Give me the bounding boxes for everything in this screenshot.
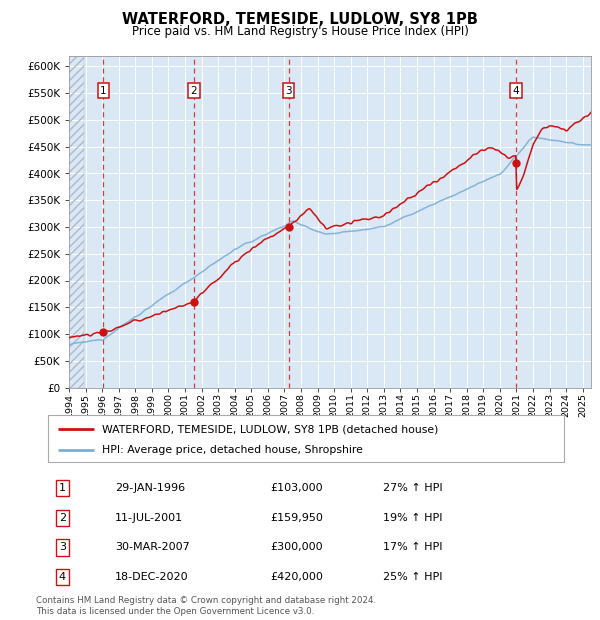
Text: 2: 2 [59, 513, 66, 523]
Text: £420,000: £420,000 [270, 572, 323, 582]
Text: HPI: Average price, detached house, Shropshire: HPI: Average price, detached house, Shro… [102, 445, 363, 455]
Text: 2: 2 [190, 86, 197, 95]
Text: 29-JAN-1996: 29-JAN-1996 [115, 483, 185, 493]
Text: WATERFORD, TEMESIDE, LUDLOW, SY8 1PB (detached house): WATERFORD, TEMESIDE, LUDLOW, SY8 1PB (de… [102, 424, 439, 435]
Text: £103,000: £103,000 [270, 483, 323, 493]
Text: 27% ↑ HPI: 27% ↑ HPI [383, 483, 443, 493]
Text: WATERFORD, TEMESIDE, LUDLOW, SY8 1PB: WATERFORD, TEMESIDE, LUDLOW, SY8 1PB [122, 12, 478, 27]
Text: 17% ↑ HPI: 17% ↑ HPI [383, 542, 443, 552]
Text: £159,950: £159,950 [270, 513, 323, 523]
Text: 1: 1 [59, 483, 66, 493]
Text: 25% ↑ HPI: 25% ↑ HPI [383, 572, 443, 582]
Text: 4: 4 [512, 86, 519, 95]
Text: 19% ↑ HPI: 19% ↑ HPI [383, 513, 443, 523]
Text: 30-MAR-2007: 30-MAR-2007 [115, 542, 190, 552]
Text: 3: 3 [285, 86, 292, 95]
FancyBboxPatch shape [48, 415, 564, 462]
Text: 3: 3 [59, 542, 66, 552]
Text: 1: 1 [100, 86, 107, 95]
Text: 4: 4 [59, 572, 66, 582]
Text: 11-JUL-2001: 11-JUL-2001 [115, 513, 183, 523]
Text: 18-DEC-2020: 18-DEC-2020 [115, 572, 189, 582]
Text: Contains HM Land Registry data © Crown copyright and database right 2024.
This d: Contains HM Land Registry data © Crown c… [36, 596, 376, 616]
Text: £300,000: £300,000 [270, 542, 323, 552]
Text: Price paid vs. HM Land Registry's House Price Index (HPI): Price paid vs. HM Land Registry's House … [131, 25, 469, 38]
